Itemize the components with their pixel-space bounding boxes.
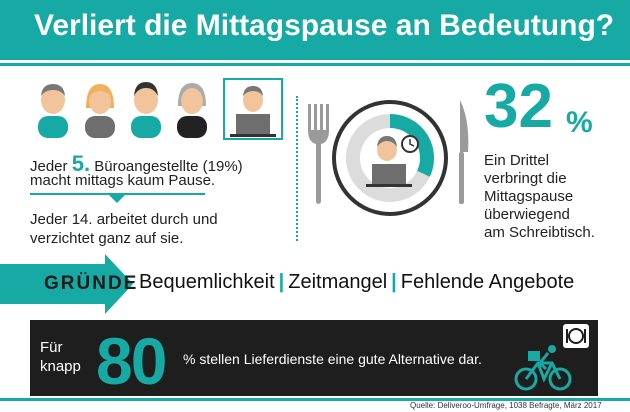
stat-32-description: Ein Drittel verbringt die Mittagspause ü…	[484, 152, 595, 242]
stat-line-4: verzichtet ganz auf sie.	[30, 230, 184, 247]
desc-line: Mittagspause	[484, 188, 574, 205]
delivery-pre-line: knapp	[40, 358, 81, 375]
section-divider	[296, 96, 298, 241]
desc-line: Ein Drittel	[484, 152, 550, 169]
header-banner	[0, 0, 630, 60]
delivery-text: % stellen Lieferdienste eine gute Altern…	[183, 351, 482, 367]
header-stripe	[0, 63, 630, 66]
reasons-arrow	[105, 254, 133, 314]
desc-line: überwiegend	[484, 206, 570, 223]
reason-separator: |	[391, 271, 397, 293]
stat-line-1-post: Büroangestellte (19%)	[94, 158, 243, 175]
person-at-desk-icon	[223, 78, 283, 140]
stat-32: 32	[484, 72, 553, 141]
person-icon	[38, 84, 68, 138]
desc-line: am Schreibtisch.	[484, 224, 595, 241]
stat-line-3: Jeder 14. arbeitet durch und	[30, 211, 218, 228]
reason-separator: |	[278, 271, 285, 293]
people-icons	[38, 78, 283, 140]
stat-32-unit: %	[566, 106, 593, 139]
clock-icon	[401, 135, 419, 153]
reasons-list: Bequemlichkeit | Zeitmangel | Fehlende Angeb…	[139, 271, 574, 294]
stat-line-1-pre: Jeder	[30, 158, 68, 175]
stat-80: 80	[96, 324, 167, 398]
arrow-down-icon	[108, 194, 126, 203]
reason-item: Bequemlichkeit	[139, 271, 275, 293]
stat-line-1: Jeder 5. Büroangestellte (19%)	[30, 151, 243, 177]
lunch-plate-graphic	[308, 100, 469, 216]
delivery-pre-text: Für knapp	[40, 338, 81, 376]
desc-line: verbringt die	[484, 170, 567, 187]
source-note: Quelle: Deliveroo-Umfrage, 1038 Befragte…	[410, 401, 602, 410]
reason-item: Fehlende Angebote	[400, 271, 575, 293]
page-title: Verliert die Mittagspause an Bedeutung?	[34, 9, 615, 42]
reasons-banner	[0, 264, 105, 304]
footer-stripe	[0, 398, 630, 401]
delivery-bike-icon	[514, 345, 572, 391]
delivery-pre-line: Für	[40, 339, 63, 356]
knife-icon	[459, 100, 469, 204]
person-icon	[85, 84, 115, 138]
person-icon	[177, 83, 207, 138]
person-icon	[131, 82, 161, 138]
cutlery-plate-icon	[563, 324, 589, 348]
stat-line-2: macht mittags kaum Pause.	[30, 172, 216, 189]
reason-item: Zeitmangel	[288, 271, 388, 293]
fork-icon	[308, 104, 329, 204]
stat-highlight-number: 5.	[71, 151, 91, 176]
delivery-panel	[30, 320, 598, 396]
desk-worker-icon	[366, 136, 412, 187]
reasons-label: GRÜNDE	[44, 273, 139, 294]
